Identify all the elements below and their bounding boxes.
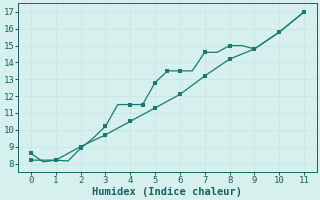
X-axis label: Humidex (Indice chaleur): Humidex (Indice chaleur) <box>92 186 243 197</box>
